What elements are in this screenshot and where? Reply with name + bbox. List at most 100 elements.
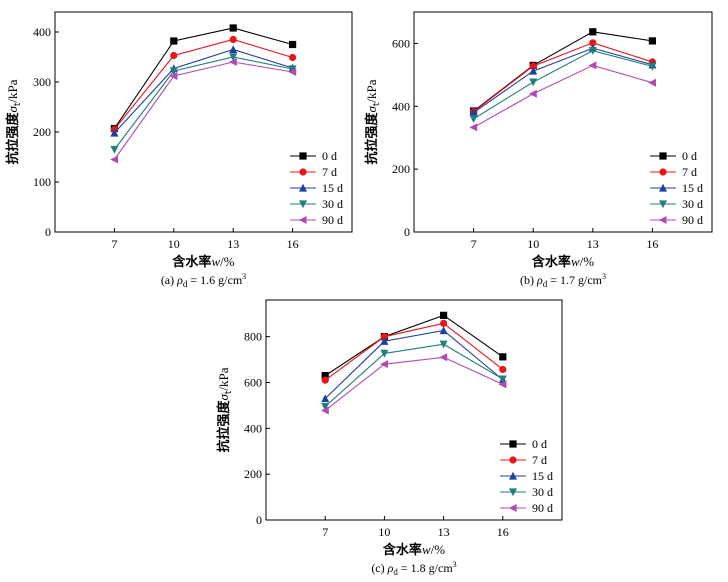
- panel-caption: (b) ρd = 1.7 g/cm3: [520, 272, 606, 289]
- legend-label: 0 d: [682, 149, 697, 163]
- series-line-15d: [113, 48, 293, 134]
- legend-marker: [509, 456, 517, 464]
- y-tick-label: 0: [256, 513, 262, 527]
- series-line-7d: [473, 42, 653, 113]
- series-line-0d: [113, 27, 293, 129]
- legend-marker: [509, 440, 517, 448]
- data-point-0d: [170, 37, 178, 45]
- data-point-15d: [529, 66, 538, 75]
- series-line-0d: [324, 314, 504, 377]
- x-tick-label: 10: [168, 237, 180, 251]
- x-tick-label: 16: [497, 525, 509, 539]
- plot-frame: [54, 11, 353, 233]
- plot-frame: [413, 11, 713, 233]
- data-point-0d: [289, 40, 297, 49]
- data-point-90d: [588, 61, 597, 70]
- legend-marker: [659, 183, 667, 192]
- data-point-30d: [469, 115, 478, 124]
- legend-marker: [299, 152, 307, 160]
- y-tick-label: 0: [45, 225, 51, 239]
- data-point-30d: [529, 78, 538, 87]
- legend-label: 90 d: [322, 213, 343, 227]
- data-point-30d: [321, 402, 330, 411]
- legend-label: 90 d: [532, 501, 553, 515]
- chart-panel-c: 0 200 400 600 800 7 10 13 16 0 d 7 d 15 d 30 d 90 d 抗拉…: [216, 299, 563, 577]
- y-tick-label: 400: [33, 25, 51, 39]
- legend-label: 90 d: [682, 213, 703, 227]
- legend-marker: [658, 216, 667, 224]
- y-axis-label: 抗拉强度σt/kPa: [5, 79, 23, 164]
- data-point-90d: [529, 89, 537, 98]
- data-point-90d: [229, 58, 237, 66]
- series-line-90d: [324, 356, 504, 411]
- plot-frame: [265, 299, 563, 521]
- x-tick-label: 7: [111, 237, 117, 251]
- data-point-0d: [589, 28, 597, 36]
- legend-marker: [508, 504, 517, 512]
- series-line-0d: [473, 31, 653, 112]
- data-point-30d: [229, 53, 238, 62]
- series-line-15d: [473, 47, 653, 114]
- data-point-7d: [440, 319, 448, 327]
- data-point-30d: [169, 67, 178, 76]
- data-point-7d: [289, 53, 297, 62]
- legend-label: 30 d: [532, 485, 553, 499]
- panel-caption: (c) ρd = 1.8 g/cm3: [371, 560, 456, 577]
- x-tick-label: 13: [438, 525, 450, 539]
- data-point-7d: [499, 365, 507, 374]
- y-tick-label: 400: [392, 99, 410, 113]
- legend-label: 15 d: [322, 181, 343, 195]
- data-point-90d: [469, 123, 478, 132]
- x-tick-label: 7: [471, 237, 477, 251]
- data-point-7d: [380, 333, 388, 341]
- series-line-7d: [324, 322, 504, 381]
- legend-marker: [509, 471, 517, 480]
- legend-label: 30 d: [682, 197, 703, 211]
- series-line-90d: [113, 61, 293, 160]
- x-tick-label: 16: [287, 237, 299, 251]
- y-tick-label: 100: [33, 175, 51, 189]
- data-point-30d: [380, 349, 389, 358]
- legend-label: 0 d: [532, 437, 547, 451]
- series-line-15d: [324, 329, 504, 399]
- data-point-90d: [648, 78, 656, 87]
- chart-panel-a: 0 100 200 300 400 7 10 13 16 0 d 7 d 15 d 30 d 90 d 抗拉…: [5, 11, 353, 289]
- data-point-15d: [469, 108, 478, 117]
- data-point-7d: [529, 62, 537, 70]
- x-tick-label: 13: [227, 237, 239, 251]
- y-tick-label: 800: [244, 330, 262, 344]
- data-point-30d: [439, 340, 448, 349]
- x-tick-label: 16: [646, 237, 658, 251]
- y-tick-label: 600: [244, 376, 262, 390]
- series-line-30d: [473, 50, 653, 120]
- panel-caption: (a) ρd = 1.6 g/cm3: [161, 272, 246, 289]
- series-line-30d: [113, 56, 293, 150]
- legend-marker: [659, 168, 667, 176]
- legend-label: 0 d: [322, 149, 337, 163]
- data-point-7d: [321, 376, 329, 384]
- y-tick-label: 200: [392, 162, 410, 176]
- data-point-15d: [321, 394, 330, 403]
- legend-marker: [299, 200, 307, 209]
- data-point-30d: [648, 62, 657, 71]
- data-point-0d: [229, 24, 237, 32]
- data-point-7d: [229, 35, 237, 44]
- data-point-90d: [439, 353, 448, 362]
- y-tick-label: 200: [244, 467, 262, 481]
- x-axis-label: 含水率w/%: [382, 542, 445, 558]
- data-point-15d: [439, 326, 448, 335]
- legend-marker: [509, 488, 517, 497]
- legend-marker: [659, 152, 667, 160]
- data-point-30d: [110, 145, 119, 154]
- data-point-90d: [110, 155, 118, 164]
- series-line-30d: [324, 343, 504, 407]
- data-point-30d: [498, 375, 507, 384]
- x-axis-label: 含水率w/%: [171, 254, 234, 270]
- y-axis-label: 抗拉强度σt/kPa: [364, 79, 382, 164]
- legend-marker: [659, 200, 667, 209]
- x-tick-label: 7: [322, 525, 328, 539]
- legend-label: 15 d: [682, 181, 703, 195]
- data-point-90d: [288, 68, 297, 76]
- x-tick-label: 10: [527, 237, 539, 251]
